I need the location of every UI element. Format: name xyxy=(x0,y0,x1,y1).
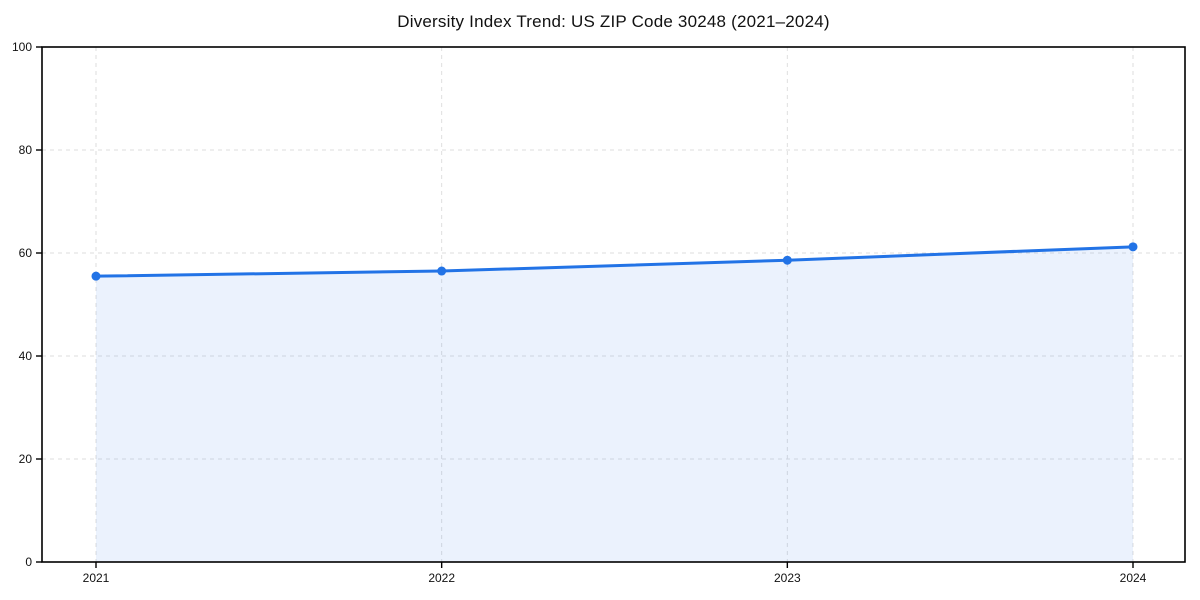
data-point-2021 xyxy=(91,271,101,281)
area-fill xyxy=(96,246,1133,562)
y-tick-label: 60 xyxy=(19,246,33,260)
y-tick-label: 0 xyxy=(25,555,32,569)
y-tick-label: 40 xyxy=(19,349,33,363)
y-tick-label: 100 xyxy=(12,40,32,54)
plot-border xyxy=(41,46,1186,563)
y-tick-label: 80 xyxy=(19,143,33,157)
x-tick-label: 2023 xyxy=(774,571,801,585)
data-point-2024 xyxy=(1128,242,1138,252)
x-tick-label: 2022 xyxy=(428,571,455,585)
x-tick-label: 2021 xyxy=(83,571,110,585)
x-tick-label: 2024 xyxy=(1120,571,1147,585)
chart-title: Diversity Index Trend: US ZIP Code 30248… xyxy=(397,12,830,31)
y-tick-label: 20 xyxy=(19,452,33,466)
trend-line xyxy=(94,245,1135,278)
data-point-2023 xyxy=(782,255,792,265)
data-point-2022 xyxy=(437,266,447,276)
